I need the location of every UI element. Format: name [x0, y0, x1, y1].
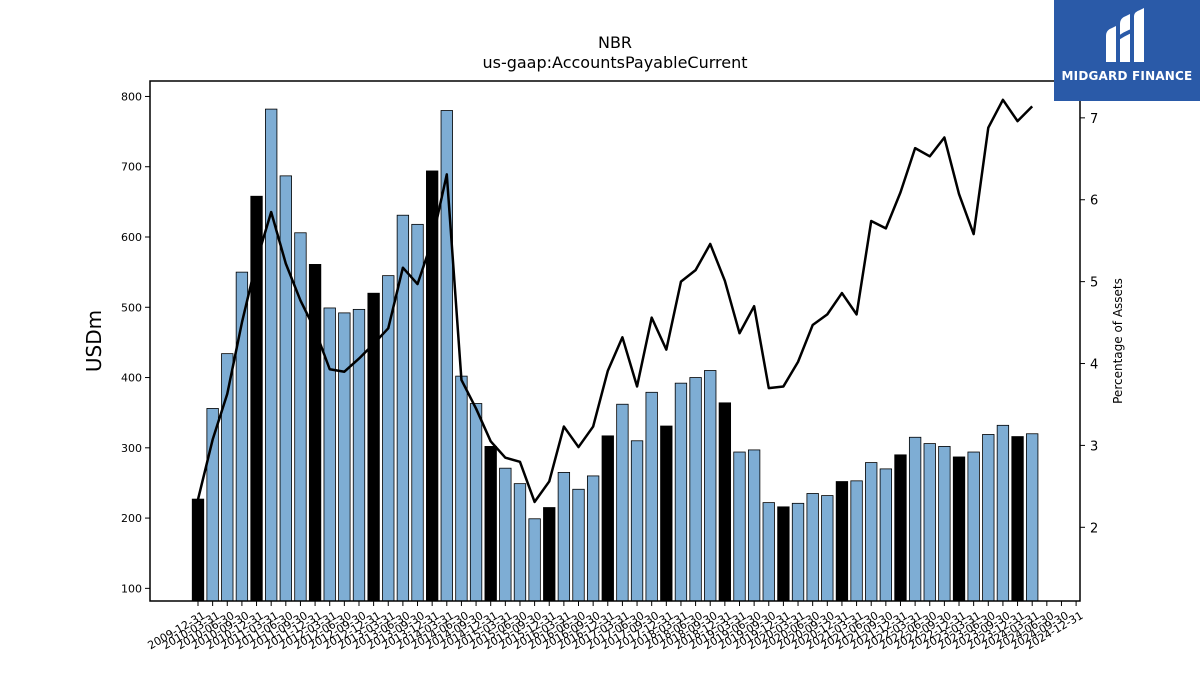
bar [572, 488, 585, 602]
bar [982, 434, 995, 602]
bar [191, 498, 205, 602]
midgard-logo-icon [1106, 8, 1144, 62]
y2-axis-label: Percentage of Assets [1111, 278, 1125, 404]
y-tick-label: 800 [121, 90, 142, 103]
bar [894, 454, 907, 602]
bar [265, 108, 278, 602]
bar [879, 468, 892, 602]
bar [704, 370, 717, 602]
bar [967, 451, 980, 602]
bar [499, 467, 512, 602]
y-tick-label: 100 [121, 582, 142, 595]
y-tick-label: 300 [121, 442, 142, 455]
bar [528, 518, 541, 602]
bar [484, 446, 497, 602]
bar [835, 481, 849, 602]
y2-tick-label: 2 [1090, 521, 1098, 536]
y-tick-label: 400 [121, 372, 142, 385]
bar [586, 475, 600, 602]
bar [865, 462, 878, 602]
y-tick-label: 500 [121, 301, 142, 314]
axes-layer: 1002003004005006007008002345672009-12-31… [121, 90, 1098, 652]
bar [923, 443, 936, 602]
bar [616, 403, 629, 602]
bars-layer [191, 108, 1039, 602]
bar [557, 472, 571, 602]
bar [543, 507, 556, 602]
line-layer [196, 98, 1034, 504]
bar [791, 502, 805, 602]
bar [777, 506, 790, 602]
chart-subtitle: us-gaap:AccountsPayableCurrent [482, 53, 747, 72]
y2-tick-label: 7 [1090, 112, 1098, 127]
bar [601, 435, 614, 602]
bar [1026, 433, 1039, 602]
bar [938, 446, 951, 602]
bar [674, 382, 688, 602]
bar [645, 391, 658, 602]
y2-tick-label: 5 [1090, 276, 1098, 291]
bar [660, 425, 673, 602]
bar [513, 483, 527, 602]
bar [308, 264, 322, 602]
bar [908, 436, 922, 602]
bar [821, 495, 834, 602]
bar [762, 502, 775, 602]
bar [733, 451, 746, 602]
chart-title: NBR [598, 33, 632, 52]
bar [455, 375, 468, 602]
bar [806, 493, 819, 602]
bar [952, 456, 966, 602]
y2-tick-label: 3 [1090, 439, 1098, 454]
y-tick-label: 200 [121, 512, 142, 525]
bar [718, 402, 732, 602]
logo-text: MIDGARD FINANCE [1061, 69, 1193, 83]
y-axis-label: USDm [82, 310, 106, 372]
bar [630, 440, 644, 602]
plot-frame [149, 80, 1081, 602]
bar [1011, 436, 1024, 602]
bar [996, 424, 1010, 602]
bar [850, 480, 863, 602]
y-tick-label: 700 [121, 161, 142, 174]
bar [323, 307, 336, 602]
brand-logo: MIDGARD FINANCE [1054, 0, 1200, 101]
bar [279, 175, 292, 602]
y-tick-label: 600 [121, 231, 142, 244]
bar [338, 312, 351, 602]
y2-tick-label: 6 [1090, 194, 1098, 209]
bar [689, 377, 702, 602]
y2-tick-label: 4 [1090, 358, 1098, 373]
series-line-percentage [196, 98, 1034, 504]
bar [747, 449, 761, 602]
bar [469, 403, 483, 602]
